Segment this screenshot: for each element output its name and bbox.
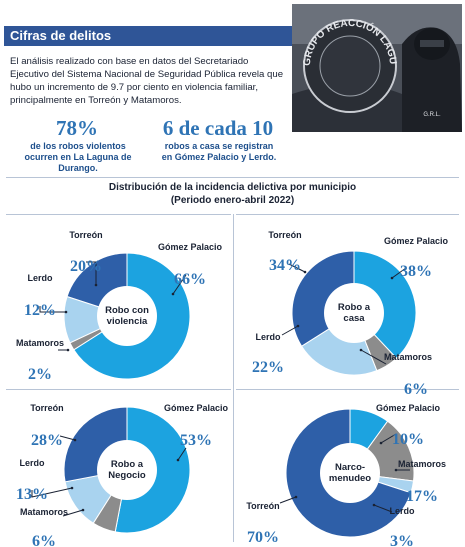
value-gomez-palacio: 53% xyxy=(180,432,212,449)
leader-line-gomez-palacio xyxy=(177,447,187,461)
donut-hole xyxy=(324,283,384,343)
leader-dot-gomez-palacio xyxy=(390,276,394,280)
distribution-heading: Distribución de la incidencia delictiva … xyxy=(108,182,357,193)
label-torreon: Torreón xyxy=(30,403,63,413)
value-matamoros: 6% xyxy=(404,381,428,398)
value-torreon: 34% xyxy=(269,257,301,274)
grid-line xyxy=(233,214,234,542)
leader-dot-matamoros xyxy=(394,468,398,472)
chart-title-line: Robo a xyxy=(338,302,371,313)
leader-line-matamoros xyxy=(360,349,387,365)
value-matamoros: 2% xyxy=(28,366,52,383)
chart-title-line: Robo a xyxy=(111,459,144,470)
leader-dot-gomez-palacio xyxy=(176,458,180,462)
leader-dot-gomez-palacio xyxy=(379,441,383,445)
value-gomez-palacio: 66% xyxy=(174,271,206,288)
stat-value-robos-casa: 6 de cada 10 xyxy=(162,116,274,140)
chart-title-line: Negocio xyxy=(108,470,146,481)
donut-hole xyxy=(97,286,157,346)
leader-dot-matamoros xyxy=(359,348,363,352)
label-lerdo: Lerdo xyxy=(389,506,415,516)
value-lerdo: 3% xyxy=(390,533,414,547)
leader-line-matamoros xyxy=(62,509,84,517)
value-gomez-palacio: 38% xyxy=(400,263,432,280)
chart-title-line: Narco- xyxy=(335,462,365,473)
value-torreon: 70% xyxy=(247,529,279,546)
leader-dot-torreon xyxy=(294,495,298,499)
leader-line-gomez-palacio xyxy=(172,274,187,295)
value-torreon: 20% xyxy=(70,258,102,275)
stat-text-robos-violentos: de los robos violentos ocurren en La Lag… xyxy=(24,141,132,173)
leader-line-gomez-palacio xyxy=(391,267,407,279)
label-matamoros: Matamoros xyxy=(398,459,446,469)
value-lerdo: 13% xyxy=(16,486,48,503)
police-photo: GRUPO REACCIÓN LAGUNA G.R.L. xyxy=(292,4,462,132)
value-lerdo: 12% xyxy=(24,302,56,319)
distribution-period: (Periodo enero-abril 2022) xyxy=(170,195,295,206)
leader-line-gomez-palacio xyxy=(380,433,397,444)
chart-title-line: Robo con xyxy=(105,305,149,316)
leader-line-torreon xyxy=(86,261,97,285)
stat-text-robos-casa: robos a casa se registran en Gómez Palac… xyxy=(161,141,277,162)
leader-dot-lerdo xyxy=(296,324,300,328)
leader-line-lerdo xyxy=(281,325,299,336)
page-title: Cifras de delitos xyxy=(10,28,112,43)
leader-dot-torreon xyxy=(303,270,307,274)
label-torreon: Torreón xyxy=(268,230,301,240)
label-matamoros: Matamoros xyxy=(20,507,68,517)
header-band xyxy=(4,26,292,46)
leader-dot-matamoros xyxy=(81,508,85,512)
leader-line-lerdo xyxy=(31,487,73,498)
grid-line xyxy=(236,389,459,390)
label-gomez-palacio: Gómez Palacio xyxy=(158,242,223,252)
donut-hole xyxy=(97,440,157,500)
grid-line xyxy=(236,214,459,215)
chart-title: Narco-menudeo xyxy=(329,462,371,484)
leader-line-torreon xyxy=(288,263,306,273)
leader-dot-lerdo xyxy=(70,486,74,490)
leader-dot-gomez-palacio xyxy=(171,292,175,296)
leader-dot-matamoros xyxy=(66,348,70,352)
chart-title-line: violencia xyxy=(107,316,148,327)
value-matamoros: 17% xyxy=(406,488,438,505)
label-matamoros: Matamoros xyxy=(16,338,64,348)
leader-line-lerdo xyxy=(373,504,393,513)
label-gomez-palacio: Gómez Palacio xyxy=(164,403,229,413)
label-matamoros: Matamoros xyxy=(384,352,432,362)
label-torreon: Torreón xyxy=(246,501,279,511)
value-torreon: 28% xyxy=(31,432,63,449)
photo-badge-text: G.R.L. xyxy=(423,112,441,118)
value-matamoros: 6% xyxy=(32,533,56,547)
value-gomez-palacio: 10% xyxy=(392,431,424,448)
leader-dot-torreon xyxy=(73,438,77,442)
label-gomez-palacio: Gómez Palacio xyxy=(384,236,449,246)
stat-value-robos-violentos: 78% xyxy=(56,116,98,140)
leader-line-torreon xyxy=(279,496,297,504)
leader-dot-torreon xyxy=(94,283,98,287)
leader-line-lerdo xyxy=(39,306,66,313)
value-lerdo: 22% xyxy=(252,359,284,376)
grid-line xyxy=(6,389,231,390)
chart-title: Robo a Negocio xyxy=(108,459,146,481)
label-lerdo: Lerdo xyxy=(255,332,281,342)
label-gomez-palacio: Gómez Palacio xyxy=(376,403,441,413)
leader-dot-lerdo xyxy=(64,310,68,314)
donut-hole xyxy=(320,443,380,503)
label-lerdo: Lerdo xyxy=(27,273,53,283)
chart-title-line: casa xyxy=(343,313,365,324)
chart-title: Robo a casa xyxy=(338,302,371,324)
chart-title-line: menudeo xyxy=(329,473,371,484)
chart-title: Robo con violencia xyxy=(105,305,149,327)
label-lerdo: Lerdo xyxy=(19,458,45,468)
distribution-title: Distribución de la incidencia delictiva … xyxy=(0,181,465,207)
leader-dot-lerdo xyxy=(372,503,376,507)
label-torreon: Torreón xyxy=(69,230,102,240)
grid-line xyxy=(6,214,231,215)
intro-paragraph: El análisis realizado con base en datos … xyxy=(10,56,284,106)
section-divider xyxy=(6,177,459,178)
leader-line-torreon xyxy=(59,435,76,441)
